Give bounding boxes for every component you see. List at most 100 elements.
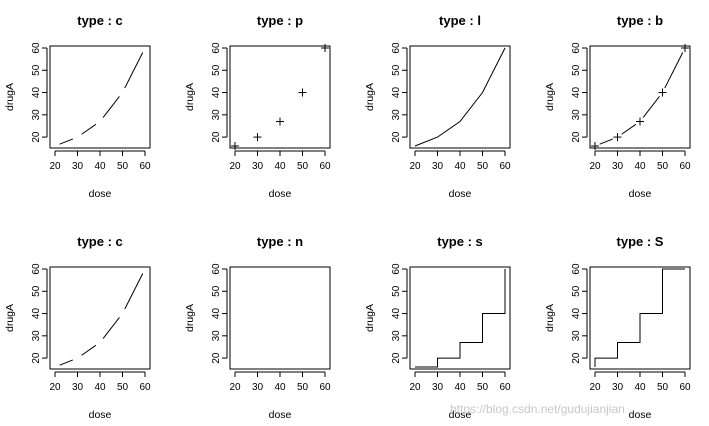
y-tick-label: 60: [31, 42, 42, 54]
data-point-5: [681, 44, 689, 52]
x-tick-label: 20: [49, 161, 61, 172]
x-axis-label: dose: [629, 409, 652, 421]
x-axis-label: dose: [449, 188, 472, 200]
panel-6: type : n 20 30 40 50 60 20 30 40 50 60 dose drugA: [184, 234, 331, 421]
y-tick-label: 30: [31, 330, 42, 342]
y-tick-label: 30: [571, 330, 582, 342]
y-tick-label: 30: [211, 109, 222, 121]
y-tick-label: 60: [391, 263, 402, 275]
y-tick-label: 60: [31, 263, 42, 275]
y-tick-label: 50: [571, 64, 582, 76]
y-axis-label: drugA: [184, 304, 196, 332]
y-tick-label: 30: [31, 109, 42, 121]
y-tick-label: 20: [391, 131, 402, 143]
x-tick-label: 60: [679, 161, 691, 172]
panel-title: type : n: [257, 234, 303, 249]
y-tick-label: 20: [571, 352, 582, 364]
x-tick-label: 60: [499, 382, 511, 393]
series-segment-3: [642, 96, 660, 118]
y-tick-label: 20: [391, 352, 402, 364]
y-tick-label: 40: [571, 87, 582, 99]
y-tick-label: 40: [571, 308, 582, 320]
panel-4: type : b 20 30 40 50 60 20 30 40 50 60 dose drugA: [544, 13, 691, 200]
x-axis-label: dose: [629, 188, 652, 200]
x-tick-label: 30: [252, 382, 264, 393]
y-tick-label: 20: [211, 352, 222, 364]
panel-title: type : s: [437, 234, 483, 249]
data-point-2: [253, 133, 262, 142]
series-segment-2: [81, 123, 97, 135]
series-segment-3: [102, 317, 120, 339]
x-tick-label: 40: [634, 161, 646, 172]
y-tick-label: 50: [391, 285, 402, 297]
y-tick-label: 50: [211, 285, 222, 297]
plot-frame: [49, 45, 151, 149]
x-tick-label: 30: [612, 382, 624, 393]
x-axis-label: dose: [89, 188, 112, 200]
y-tick-label: 60: [391, 42, 402, 54]
y-tick-label: 40: [391, 308, 402, 320]
data-point-1: [231, 142, 239, 150]
x-tick-label: 40: [454, 161, 466, 172]
plot-frame: [229, 45, 331, 149]
panel-7: type : s 20 30 40 50 60 20 30 40 50 60 dose drugA: [364, 234, 511, 421]
series-segment-2: [621, 123, 637, 135]
series-line: [414, 47, 506, 147]
x-tick-label: 50: [117, 382, 129, 393]
series-segment-4: [124, 52, 144, 89]
plot-frame: [409, 45, 511, 149]
data-point-3: [276, 117, 284, 126]
x-tick-label: 20: [409, 382, 421, 393]
x-tick-label: 30: [72, 382, 84, 393]
x-tick-label: 40: [274, 382, 286, 393]
y-tick-label: 60: [571, 42, 582, 54]
x-tick-label: 30: [252, 161, 264, 172]
x-tick-label: 50: [477, 382, 489, 393]
x-tick-label: 60: [679, 382, 691, 393]
watermark: https://blog.csdn.net/gudujianjian: [450, 402, 625, 416]
data-point-3: [636, 117, 644, 126]
y-axis-label: drugA: [364, 304, 376, 332]
x-tick-label: 40: [454, 382, 466, 393]
plot-frame: [589, 45, 691, 149]
x-axis-label: dose: [449, 409, 472, 421]
x-tick-label: 30: [72, 161, 84, 172]
panel-1: type : c 20 30 40 50 60 20 30 40 50 60 dose drugA: [4, 13, 151, 200]
x-tick-label: 40: [94, 382, 106, 393]
x-tick-label: 30: [432, 161, 444, 172]
series-segment-1: [599, 138, 614, 145]
x-tick-label: 50: [297, 382, 309, 393]
y-tick-label: 50: [391, 64, 402, 76]
panel-title: type : c: [77, 13, 123, 28]
y-tick-label: 60: [211, 263, 222, 275]
panel-3: type : l 20 30 40 50 60 20 30 40 50 60 dose drugA: [364, 13, 511, 200]
panel-8: type : S 20 30 40 50 60 20 30 40 50 60 dose drugA: [544, 234, 691, 421]
x-tick-label: 50: [477, 161, 489, 172]
x-tick-label: 40: [274, 161, 286, 172]
panel-5: type : c 20 30 40 50 60 20 30 40 50 60 dose drugA: [4, 234, 151, 421]
panel-title: type : l: [439, 13, 481, 28]
plot-frame: [409, 266, 511, 370]
panel-title: type : b: [617, 13, 663, 28]
y-tick-label: 40: [391, 87, 402, 99]
y-tick-label: 20: [31, 131, 42, 143]
x-tick-label: 50: [117, 161, 129, 172]
data-point-1: [591, 142, 599, 150]
y-axis-label: drugA: [364, 83, 376, 111]
x-tick-label: 20: [49, 382, 61, 393]
x-tick-label: 40: [634, 382, 646, 393]
x-axis-label: dose: [89, 409, 112, 421]
y-tick-label: 50: [31, 64, 42, 76]
y-axis-label: drugA: [544, 83, 556, 111]
y-tick-label: 30: [391, 109, 402, 121]
y-tick-label: 40: [211, 87, 222, 99]
x-tick-label: 20: [589, 161, 601, 172]
x-tick-label: 20: [229, 382, 241, 393]
y-tick-label: 50: [571, 285, 582, 297]
x-tick-label: 60: [319, 161, 331, 172]
y-axis-label: drugA: [544, 304, 556, 332]
x-tick-label: 60: [499, 161, 511, 172]
series-step-line: [594, 268, 685, 367]
y-tick-label: 30: [571, 109, 582, 121]
